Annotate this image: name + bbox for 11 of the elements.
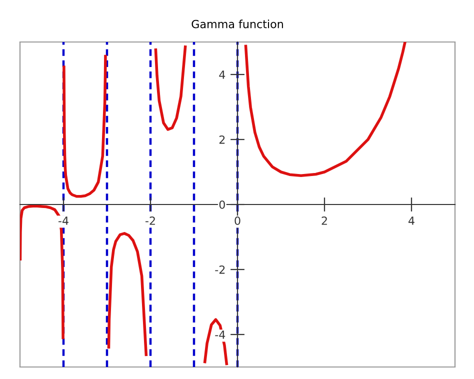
x-tick-label: 2: [322, 216, 327, 225]
x-tick-label: 0: [234, 216, 240, 225]
x-tick-label: 4: [408, 216, 414, 225]
x-tick-label: -2: [146, 216, 155, 225]
x-tick-label: -4: [58, 216, 68, 225]
y-tick-label: 4: [219, 70, 226, 79]
y-tick-label: 0: [219, 200, 225, 209]
chart-title: Gamma function: [192, 20, 283, 28]
y-tick-label: -4: [215, 330, 226, 339]
y-tick-label: 2: [219, 135, 225, 144]
y-tick-label: -2: [215, 265, 225, 274]
